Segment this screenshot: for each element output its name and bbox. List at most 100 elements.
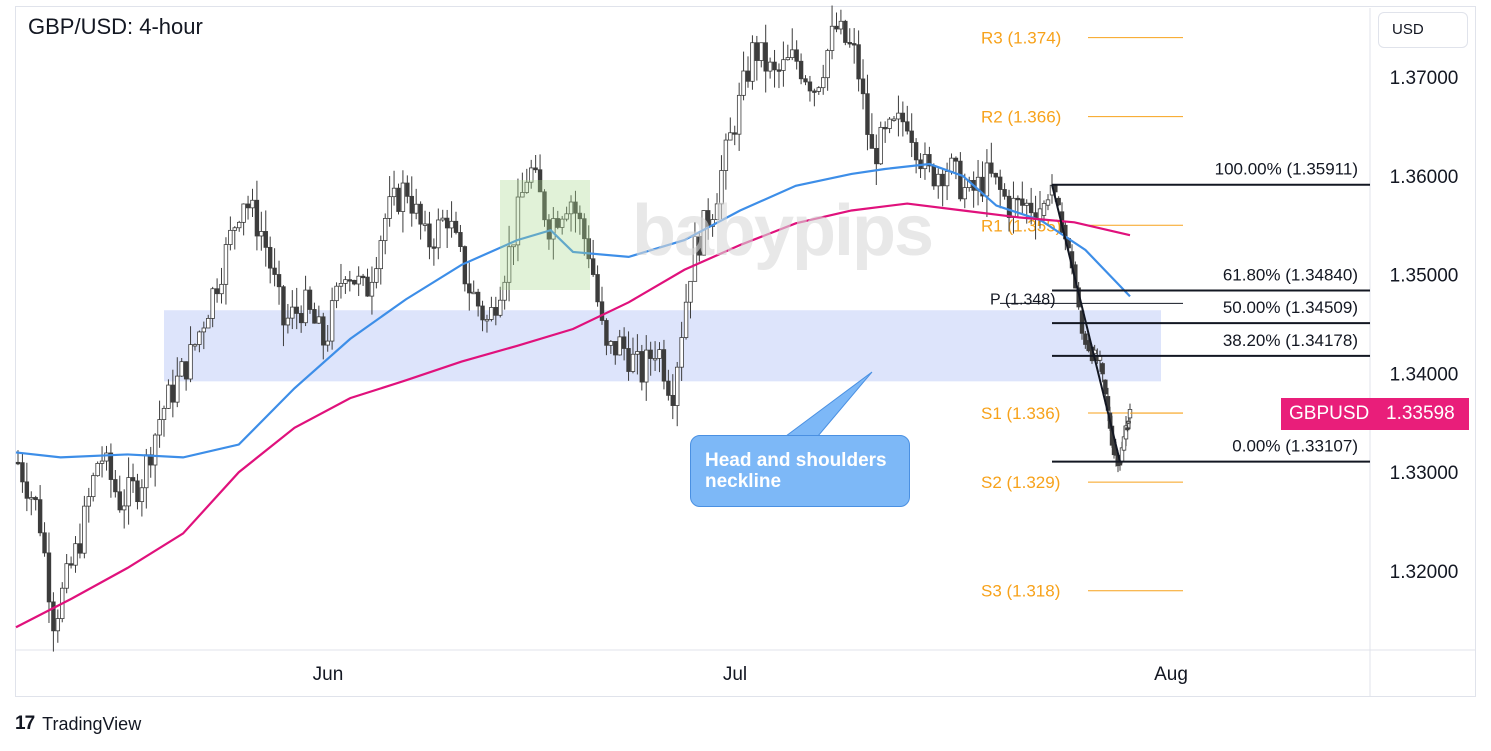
candle	[489, 307, 494, 320]
candle	[865, 93, 870, 135]
candle	[201, 327, 207, 333]
candle	[352, 279, 357, 285]
candle	[498, 299, 503, 316]
candle	[206, 318, 211, 329]
candle	[15, 461, 21, 465]
candle	[307, 289, 313, 310]
candle	[900, 112, 906, 123]
candle	[374, 268, 379, 283]
candle	[471, 291, 476, 295]
candle	[272, 267, 277, 275]
candle	[670, 394, 675, 406]
candle	[1100, 363, 1105, 375]
candle	[104, 452, 109, 462]
candle	[630, 353, 636, 372]
candle	[303, 289, 308, 324]
currency-button[interactable]: USD	[1378, 12, 1468, 48]
candle	[144, 454, 149, 489]
fib-trend-line	[1051, 184, 1121, 462]
candle	[590, 258, 596, 275]
candle	[1103, 379, 1108, 395]
tradingview-logo-icon: 17	[15, 713, 35, 734]
candle	[183, 361, 189, 380]
candle	[790, 49, 795, 59]
candle	[1086, 340, 1091, 352]
babypips-watermark: babypips	[632, 191, 934, 271]
last-price-tag: GBPUSD 1.33598	[1281, 398, 1469, 430]
candle	[77, 543, 83, 554]
candle	[175, 375, 180, 403]
candle	[108, 452, 114, 480]
candle	[294, 306, 299, 314]
candle	[825, 50, 830, 79]
candle	[42, 532, 47, 554]
candle	[847, 42, 852, 45]
y-tick-label: 1.33000	[1390, 463, 1459, 484]
candle	[343, 279, 348, 284]
tradingview-logo[interactable]: 17 TradingView	[15, 713, 141, 735]
sma-slow-line	[15, 202, 1131, 629]
candle	[621, 336, 627, 349]
candle	[794, 49, 799, 62]
candle	[387, 196, 392, 219]
candle	[245, 203, 251, 209]
candle	[462, 246, 468, 285]
candle	[891, 118, 897, 121]
candle	[936, 173, 941, 187]
candle	[949, 157, 954, 172]
candle	[237, 221, 242, 229]
candle	[312, 309, 317, 324]
candle	[223, 244, 229, 285]
candle	[838, 20, 844, 30]
candle	[135, 480, 140, 503]
candle	[228, 229, 233, 245]
candle	[391, 187, 397, 198]
candle	[33, 497, 38, 501]
candle	[559, 218, 565, 228]
candle	[997, 176, 1003, 190]
neckline-callout: Head and shoulders neckline	[690, 435, 910, 507]
chart-title: GBP/USD: 4-hour	[28, 14, 203, 39]
candle	[714, 203, 720, 220]
pivot-label: S1 (1.336)	[981, 404, 1060, 423]
candle	[896, 112, 901, 120]
candle	[608, 341, 614, 346]
pivot-label: P (1.348)	[990, 291, 1056, 308]
candle	[944, 171, 950, 187]
candle	[68, 563, 74, 566]
candle	[157, 419, 162, 436]
price-tag-symbol: GBPUSD	[1289, 403, 1370, 424]
candle	[453, 220, 459, 233]
candle	[816, 87, 821, 92]
candle	[657, 349, 662, 359]
candle	[1041, 202, 1047, 216]
candle	[763, 42, 768, 72]
candle	[1011, 197, 1016, 218]
candle	[635, 351, 640, 355]
candle	[697, 236, 702, 256]
candle	[502, 281, 507, 301]
candle	[604, 320, 609, 346]
candle	[95, 463, 100, 477]
candle	[117, 491, 122, 511]
y-tick-label: 1.37000	[1390, 68, 1459, 89]
candle	[422, 223, 428, 226]
candle	[321, 316, 326, 346]
candle	[582, 218, 587, 240]
candle	[542, 191, 547, 221]
candle	[458, 232, 463, 247]
candle	[91, 475, 96, 498]
candle	[440, 217, 445, 221]
candle	[821, 77, 826, 89]
candle	[263, 231, 268, 248]
candle	[449, 220, 454, 229]
candle	[214, 288, 220, 295]
candle	[161, 407, 167, 420]
candle	[878, 126, 883, 165]
candle	[192, 344, 198, 347]
candle	[431, 246, 437, 249]
candle	[577, 212, 583, 220]
candle	[179, 361, 184, 377]
candle	[953, 157, 959, 162]
